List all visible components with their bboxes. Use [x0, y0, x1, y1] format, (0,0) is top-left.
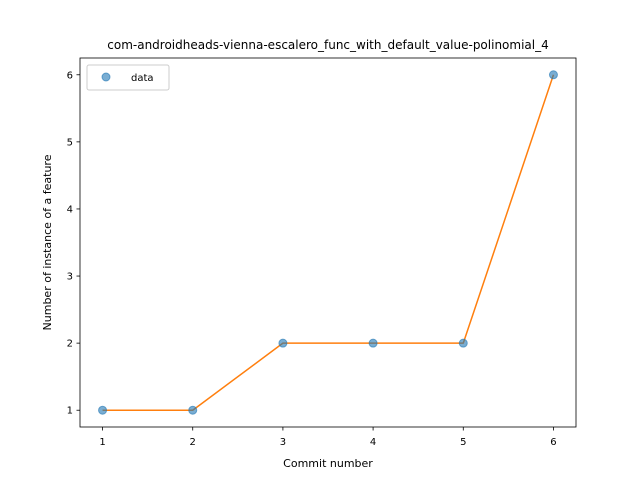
- data-point: [458, 338, 468, 348]
- data-point: [368, 338, 378, 348]
- y-tick-label: 4: [67, 204, 73, 215]
- x-axis-label: Commit number: [283, 457, 373, 470]
- data-point: [548, 70, 558, 80]
- y-axis-label: Number of instance of a feature: [41, 154, 54, 330]
- chart-title: com-androidheads-vienna-escalero_func_wi…: [107, 38, 549, 52]
- fit-line: [102, 74, 555, 411]
- plot-frame: [79, 57, 577, 428]
- x-tick-label: 2: [190, 437, 196, 448]
- data-point: [188, 405, 198, 415]
- y-tick-label: 3: [67, 272, 73, 283]
- y-tick-label: 6: [67, 70, 73, 81]
- data-point: [98, 405, 108, 415]
- x-tick-label: 5: [460, 437, 466, 448]
- x-tick-label: 1: [99, 437, 105, 448]
- plot-area: 1 2 3 4 5 6 1 2 3 4 5 6: [67, 70, 558, 448]
- x-tick-label: 6: [550, 437, 556, 448]
- y-tick-label: 1: [67, 406, 73, 417]
- legend-box: [86, 64, 170, 91]
- legend: data: [86, 64, 170, 91]
- y-tick-label: 2: [67, 339, 73, 350]
- y-tick-label: 5: [67, 137, 73, 148]
- legend-marker: [101, 72, 111, 82]
- x-tick-label: 4: [370, 437, 376, 448]
- x-tick-label: 3: [280, 437, 286, 448]
- legend-label: data: [131, 73, 154, 84]
- data-point: [278, 338, 288, 348]
